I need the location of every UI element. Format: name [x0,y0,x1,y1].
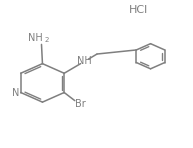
Text: NH: NH [28,33,43,44]
Text: 2: 2 [45,37,49,43]
Text: NH: NH [77,56,92,66]
Text: N: N [12,87,19,98]
Text: Br: Br [75,99,85,109]
Text: HCl: HCl [129,5,149,15]
